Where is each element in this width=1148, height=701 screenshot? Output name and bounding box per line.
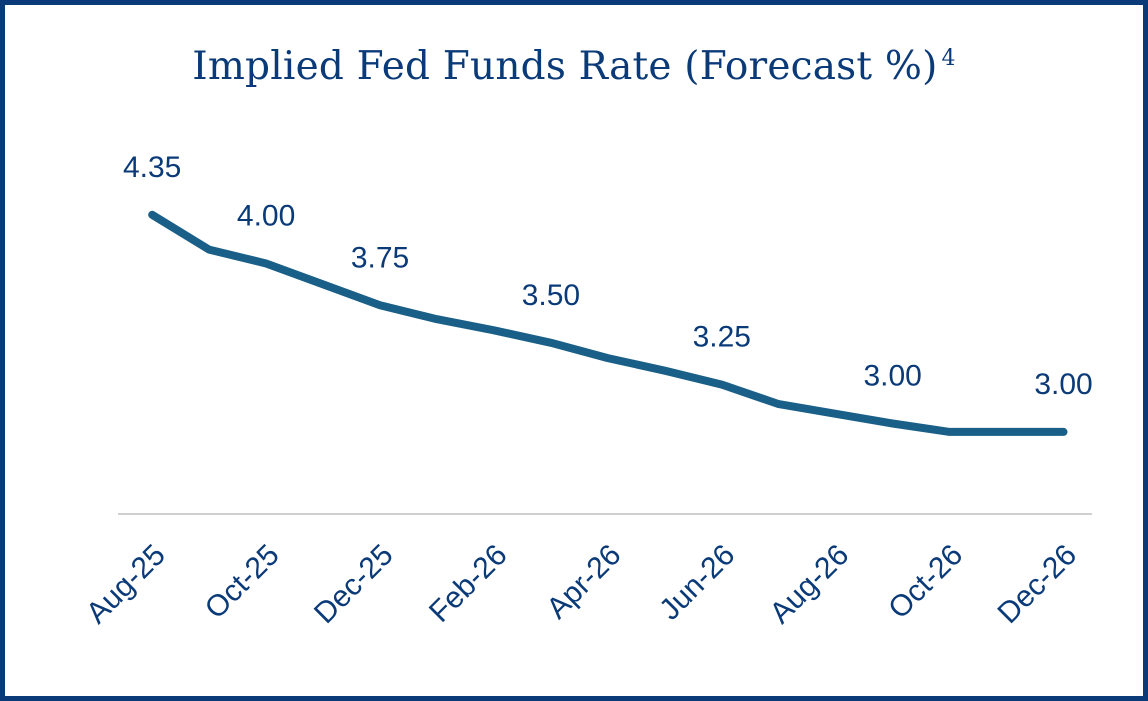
x-tick-label-7: Oct-26 (882, 538, 969, 625)
data-label-2: 3.75 (351, 241, 409, 274)
data-label-3: 3.50 (522, 279, 580, 312)
data-label-1: 4.00 (237, 200, 295, 233)
data-label-0: 4.35 (123, 151, 181, 184)
x-tick-label-6: Aug-26 (764, 538, 856, 630)
data-label-5: 3.00 (863, 360, 921, 393)
chart-title-footnote: 4 (941, 46, 956, 71)
chart-title: Implied Fed Funds Rate (Forecast %) 4 (0, 44, 1148, 89)
x-tick-label-3: Feb-26 (423, 538, 514, 629)
x-tick-label-4: Apr-26 (540, 538, 627, 625)
x-tick-label-2: Dec-25 (308, 538, 400, 630)
x-tick-label-5: Jun-26 (653, 538, 741, 626)
chart-title-text: Implied Fed Funds Rate (Forecast %) (192, 44, 938, 89)
x-tick-label-0: Aug-25 (80, 538, 172, 630)
data-label-6: 3.00 (1034, 368, 1092, 401)
series-line-0 (148, 210, 1068, 436)
data-label-4: 3.25 (693, 321, 751, 354)
x-tick-label-1: Oct-25 (199, 538, 286, 625)
x-tick-label-8: Dec-26 (991, 538, 1083, 630)
